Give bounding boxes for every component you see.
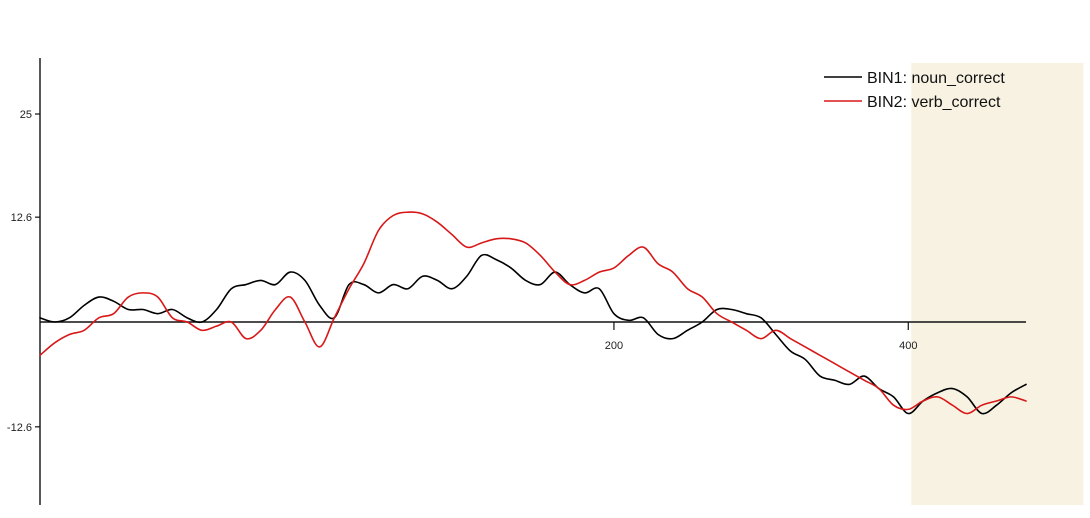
highlight-region: [911, 63, 1084, 505]
legend-label: BIN1: noun_correct: [867, 70, 1005, 87]
x-tick-label: 400: [899, 340, 917, 352]
legend-label: BIN2: verb_correct: [867, 94, 1001, 111]
legend: BIN1: noun_correct BIN2: verb_correct: [824, 70, 1005, 111]
x-tick-label: 200: [605, 340, 623, 352]
series-line-2: [39, 211, 1027, 415]
highlight-layer: [911, 63, 1084, 505]
y-tick-label: 12.6: [11, 212, 32, 224]
series-line-1: [39, 253, 1027, 415]
y-tick-label: -12.6: [7, 422, 32, 434]
series-layer: [39, 211, 1027, 415]
y-tick-label: 25: [20, 109, 32, 121]
